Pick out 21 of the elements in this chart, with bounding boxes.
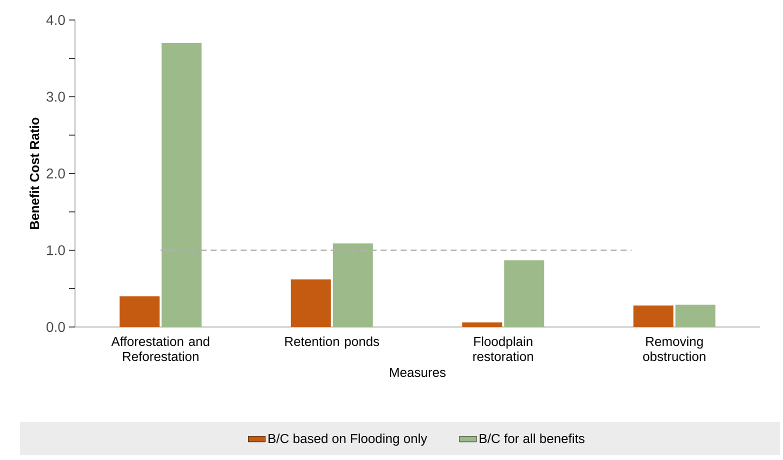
bar	[120, 296, 160, 327]
y-tick-label: 2.0	[46, 168, 65, 178]
bar	[504, 260, 544, 327]
bar	[162, 43, 202, 327]
x-tick-label: Afforestation and Reforestation	[111, 336, 210, 362]
y-tick-label: 4.0	[46, 15, 65, 25]
bar	[462, 322, 502, 327]
bar	[290, 279, 331, 327]
y-tick-label: 1.0	[47, 245, 65, 256]
x-axis-title: Measures	[390, 368, 446, 378]
bar	[675, 304, 716, 327]
y-axis-title: Benefit Cost Ratio	[30, 118, 40, 229]
legend-label: B/C for all benefits	[480, 434, 584, 444]
y-tick-label: 0.0	[46, 322, 65, 332]
bar	[633, 306, 674, 327]
legend-label: B/C based on Flooding only	[268, 434, 428, 446]
bar	[332, 243, 373, 327]
x-tick-label: Retention ponds	[285, 336, 380, 349]
x-tick-label: Floodplain restoration	[473, 336, 533, 362]
x-tick-label: Removing obstruction	[643, 336, 706, 362]
y-tick-label: 3.0	[46, 92, 65, 102]
